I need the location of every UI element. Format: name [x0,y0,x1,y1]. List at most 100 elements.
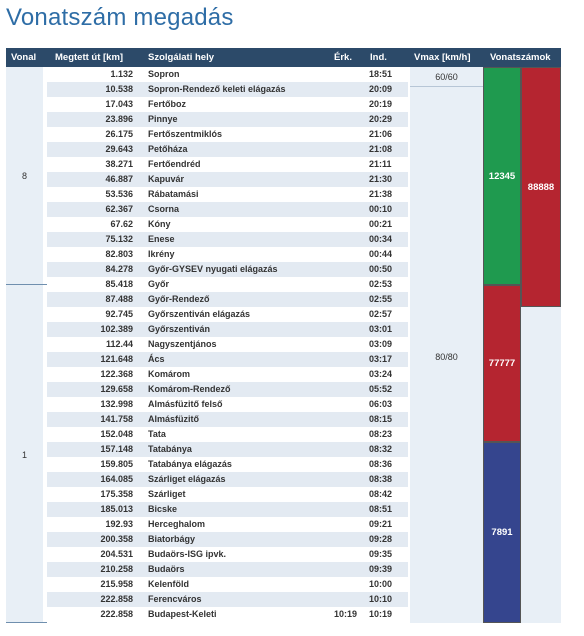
cell-ind: 09:21 [369,519,393,529]
cell-km: 26.175 [105,129,133,139]
cell-ind: 21:06 [369,129,393,139]
table-row: 102.389 Győrszentiván 03:01 [47,322,408,337]
table-row: 23.896 Pinnye 20:29 [47,112,408,127]
cell-km: 17.043 [105,99,133,109]
cell-place: Fertőboz [148,99,186,109]
cell-place: Petőháza [148,144,188,154]
cell-km: 92.745 [105,309,133,319]
cell-km: 121.648 [100,354,133,364]
cell-ind: 05:52 [369,384,393,394]
cell-km: 210.258 [100,564,133,574]
cell-km: 10.538 [105,84,133,94]
cell-km: 122.368 [100,369,133,379]
table-row: 46.887 Kapuvár 21:30 [47,172,408,187]
table-row: 185.013 Bicske 08:51 [47,502,408,517]
cell-km: 159.805 [100,459,133,469]
cell-km: 157.148 [100,444,133,454]
cell-place: Rábatamási [148,189,199,199]
table-row: 82.803 Ikrény 00:44 [47,247,408,262]
cell-ind: 10:10 [369,594,393,604]
cell-km: 222.858 [100,594,133,604]
vonal-column [6,67,43,623]
table-row: 85.418 Győr 02:53 [47,277,408,292]
cell-km: 82.803 [105,249,133,259]
cell-place: Bicske [148,504,178,514]
cell-km: 102.389 [100,324,133,334]
cell-ind: 20:29 [369,114,393,124]
table-row: 29.643 Petőháza 21:08 [47,142,408,157]
cell-km: 46.887 [105,174,133,184]
cell-ind: 08:42 [369,489,393,499]
cell-place: Ács [148,354,165,364]
cell-place: Győrszentiván [148,324,211,334]
table-row: 67.62 Kóny 00:21 [47,217,408,232]
cell-place: Almásfüzitő [148,414,200,424]
header-place: Szolgálati hely [148,52,214,63]
table-row: 222.858 Ferencváros 10:10 [47,592,408,607]
cell-km: 200.358 [100,534,133,544]
table-row: 152.048 Tata 08:23 [47,427,408,442]
table-header: Vonal Megtett út [km] Szolgálati hely Ér… [6,48,561,67]
cell-place: Ikrény [148,249,175,259]
cell-km: 1.132 [110,69,133,79]
cell-ind: 09:28 [369,534,393,544]
table-row: 200.358 Biatorbágy 09:28 [47,532,408,547]
cell-place: Tata [148,429,166,439]
cell-place: Ferencváros [148,594,202,604]
cell-ind: 00:21 [369,219,393,229]
cell-ind: 00:44 [369,249,393,259]
cell-km: 62.367 [105,204,133,214]
table-row: 204.531 Budaörs-ISG ipvk. 09:35 [47,547,408,562]
table-row: 175.358 Szárliget 08:42 [47,487,408,502]
cell-place: Budaörs-ISG ipvk. [148,549,227,559]
cell-ind: 21:38 [369,189,393,199]
train-block-7891[interactable]: 7891 [483,442,521,623]
cell-km: 85.418 [105,279,133,289]
cell-km: 185.013 [100,504,133,514]
cell-place: Budapest-Keleti [148,609,217,619]
cell-km: 87.488 [105,294,133,304]
cell-ind: 03:01 [369,324,393,334]
cell-erk: 10:19 [334,609,358,619]
table-body: 8 1 60/60 80/80 1.132 Sopron 18:51 10.538 So… [6,67,561,623]
cell-place: Fertőszentmiklós [148,129,223,139]
cell-km: 175.358 [100,489,133,499]
cell-ind: 00:34 [369,234,393,244]
table-row: 1.132 Sopron 18:51 [47,67,408,82]
cell-ind: 09:39 [369,564,393,574]
cell-ind: 03:09 [369,339,393,349]
cell-ind: 10:00 [369,579,393,589]
table-row: 210.258 Budaörs 09:39 [47,562,408,577]
cell-ind: 20:09 [369,84,393,94]
cell-place: Tatabánya [148,444,192,454]
cell-place: Enese [148,234,175,244]
cell-ind: 00:50 [369,264,393,274]
cell-place: Győr-GYSEV nyugati elágazás [148,264,278,274]
cell-place: Komárom [148,369,191,379]
table-row: 26.175 Fertőszentmiklós 21:06 [47,127,408,142]
vmax-value: 80/80 [435,352,458,362]
cell-ind: 20:19 [369,99,393,109]
cell-km: 29.643 [105,144,133,154]
cell-km: 164.085 [100,474,133,484]
cell-place: Tatabánya elágazás [148,459,232,469]
table-row: 132.998 Almásfüzitő felső 06:03 [47,397,408,412]
table-row: 87.488 Győr-Rendező 02:55 [47,292,408,307]
cell-km: 38.271 [105,159,133,169]
train-block-12345[interactable]: 12345 [483,67,521,285]
table-row: 62.367 Csorna 00:10 [47,202,408,217]
header-vonal: Vonal [11,52,37,63]
train-block-77777[interactable]: 77777 [483,285,521,442]
cell-km: 132.998 [100,399,133,409]
cell-ind: 21:08 [369,144,393,154]
cell-ind: 02:55 [369,294,393,304]
cell-place: Szárliget [148,489,186,499]
cell-km: 204.531 [100,549,133,559]
cell-km: 215.958 [100,579,133,589]
table-row: 159.805 Tatabánya elágazás 08:36 [47,457,408,472]
cell-km: 152.048 [100,429,133,439]
cell-km: 23.896 [105,114,133,124]
cell-km: 129.658 [100,384,133,394]
cell-place: Almásfüzitő felső [148,399,223,409]
train-block-88888[interactable]: 88888 [521,67,561,307]
